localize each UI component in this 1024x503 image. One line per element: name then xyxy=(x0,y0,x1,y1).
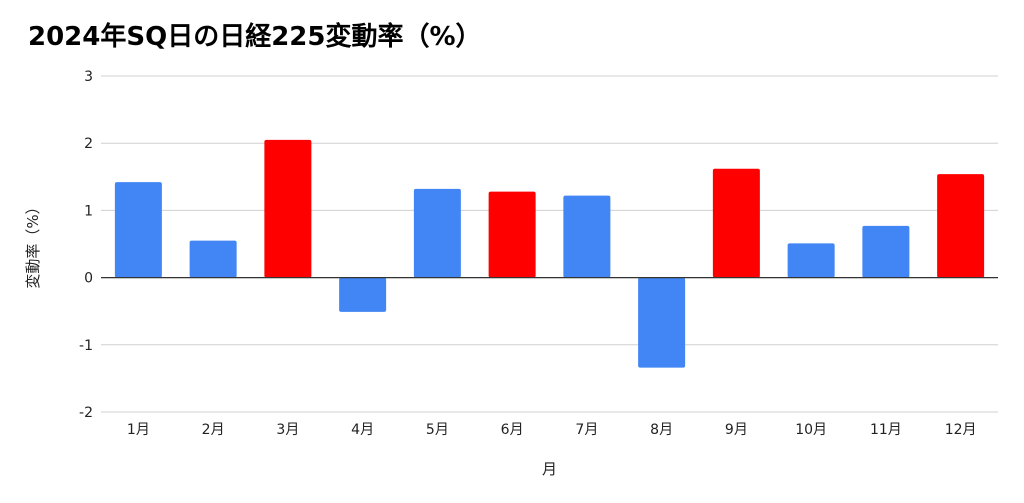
y-tick-label: 2 xyxy=(84,136,93,152)
x-tick-label: 8月 xyxy=(650,422,673,438)
x-tick-label: 6月 xyxy=(501,422,524,438)
x-tick-label: 7月 xyxy=(575,422,598,438)
bar-4 xyxy=(339,277,387,312)
x-tick-label: 10月 xyxy=(795,422,827,438)
bar-6 xyxy=(488,191,536,278)
x-tick-labels: 1月 2月 3月 4月 5月 6月 7月 8月 9月 10月 11月 12月 xyxy=(127,422,977,438)
chart-title: 2024年SQ日の日経225変動率（%） xyxy=(28,22,482,52)
bar-9 xyxy=(712,168,760,278)
bar-8 xyxy=(638,277,686,368)
y-tick-label: 0 xyxy=(84,271,93,287)
y-axis-title: 変動率（%） xyxy=(24,199,42,288)
y-tick-label: -2 xyxy=(79,405,93,421)
bar-10 xyxy=(787,243,835,278)
x-tick-label: 1月 xyxy=(127,422,150,438)
x-tick-label: 3月 xyxy=(276,422,299,438)
bar-1 xyxy=(114,182,162,278)
y-tick-label: 3 xyxy=(84,69,93,85)
x-tick-label: 5月 xyxy=(426,422,449,438)
bar-5 xyxy=(413,188,461,278)
x-tick-label: 4月 xyxy=(351,422,374,438)
bars xyxy=(114,139,985,368)
x-tick-label: 11月 xyxy=(870,422,902,438)
x-tick-label: 2月 xyxy=(202,422,225,438)
x-tick-label: 9月 xyxy=(725,422,748,438)
bar-3 xyxy=(264,139,312,278)
y-tick-labels: 3 2 1 0 -1 -2 xyxy=(79,69,93,421)
bar-7 xyxy=(563,195,611,278)
x-axis-title: 月 xyxy=(542,460,557,478)
y-tick-label: 1 xyxy=(84,203,93,219)
y-tick-label: -1 xyxy=(79,338,93,354)
bar-2 xyxy=(189,240,237,278)
bar-11 xyxy=(862,225,910,278)
x-tick-label: 12月 xyxy=(945,422,977,438)
bar-12 xyxy=(937,174,985,278)
